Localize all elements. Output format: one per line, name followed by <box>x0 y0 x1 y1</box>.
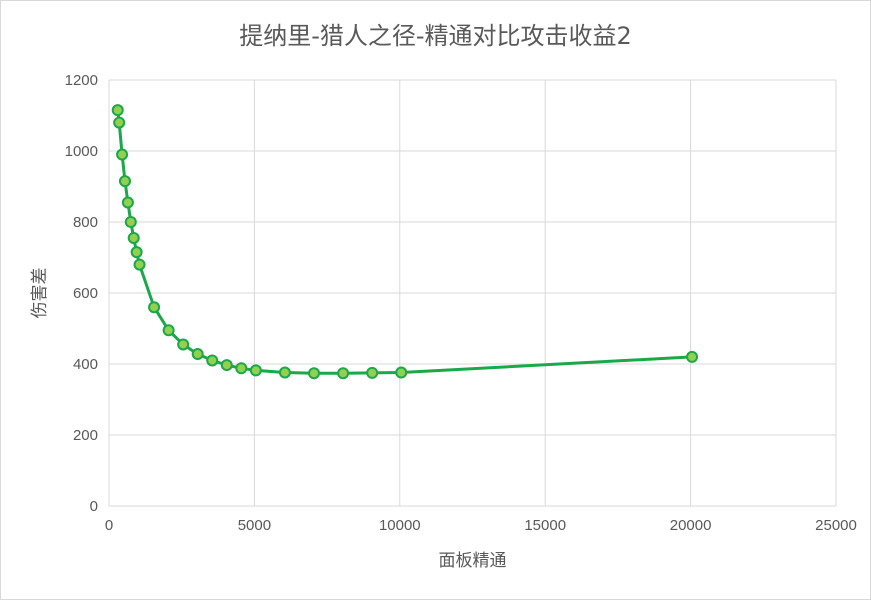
data-point <box>121 196 134 209</box>
data-point <box>235 362 248 375</box>
chart-title: 提纳里-猎人之径-精通对比攻击收益2 <box>239 22 632 50</box>
data-point <box>133 258 146 271</box>
x-tick-label: 10000 <box>379 517 421 534</box>
data-point <box>686 350 699 363</box>
x-tick-label: 0 <box>105 517 113 534</box>
x-tick-label: 15000 <box>524 517 566 534</box>
data-point <box>177 338 190 351</box>
y-tick-label: 1200 <box>65 72 98 89</box>
data-point <box>130 246 143 259</box>
y-tick-label: 400 <box>73 356 98 373</box>
gridlines <box>108 79 837 507</box>
y-tick-label: 1000 <box>65 143 98 160</box>
data-point <box>113 116 126 129</box>
x-tick-labels: 0 5000 10000 15000 20000 25000 <box>105 517 857 534</box>
y-tick-labels: 0 200 400 600 800 1000 1200 <box>65 72 98 515</box>
x-tick-label: 20000 <box>670 517 712 534</box>
data-point <box>220 359 233 372</box>
y-tick-label: 600 <box>73 285 98 302</box>
data-point <box>162 324 175 337</box>
data-point <box>148 301 161 314</box>
data-point <box>127 231 140 244</box>
y-tick-label: 200 <box>73 427 98 444</box>
y-tick-label: 800 <box>73 214 98 231</box>
x-tick-label: 25000 <box>815 517 857 534</box>
series-line <box>116 110 693 375</box>
data-point <box>206 354 219 367</box>
data-series <box>111 104 699 380</box>
data-point <box>111 104 124 117</box>
data-point <box>308 367 321 380</box>
data-point <box>249 364 262 377</box>
y-tick-label: 0 <box>90 498 98 515</box>
data-point <box>337 367 350 380</box>
data-point <box>116 148 129 161</box>
data-point <box>278 366 291 379</box>
x-tick-label: 5000 <box>238 517 271 534</box>
data-point <box>118 175 131 188</box>
y-axis-label: 伤害差 <box>30 268 50 319</box>
data-point <box>395 366 408 379</box>
data-point <box>366 366 379 379</box>
data-point <box>124 216 137 228</box>
data-point <box>191 348 204 361</box>
x-axis-label: 面板精通 <box>439 551 507 571</box>
